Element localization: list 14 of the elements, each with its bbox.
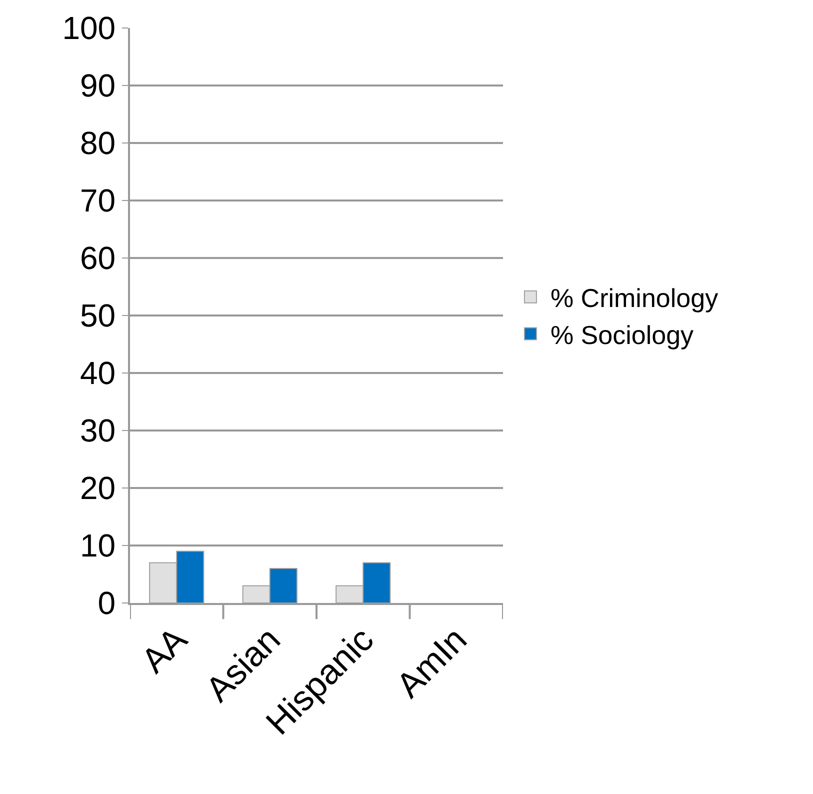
x-tick-label: AA (134, 620, 196, 681)
y-tick-label: 100 (62, 10, 116, 46)
y-tick-label: 10 (80, 528, 116, 564)
y-tick-label: 0 (98, 585, 116, 622)
legend-label: % Criminology (550, 283, 718, 314)
y-tick-label: 80 (80, 125, 116, 162)
y-tick-label: 50 (80, 298, 116, 334)
y-tick-label: 30 (80, 412, 116, 449)
y-tick-label: 60 (80, 240, 116, 276)
y-tick-label: 90 (80, 68, 116, 104)
y-tick-label: 40 (80, 355, 116, 392)
legend-label: % Sociology (550, 320, 694, 350)
y-tick-label: 70 (80, 182, 116, 219)
y-tick-label: 20 (80, 470, 116, 506)
